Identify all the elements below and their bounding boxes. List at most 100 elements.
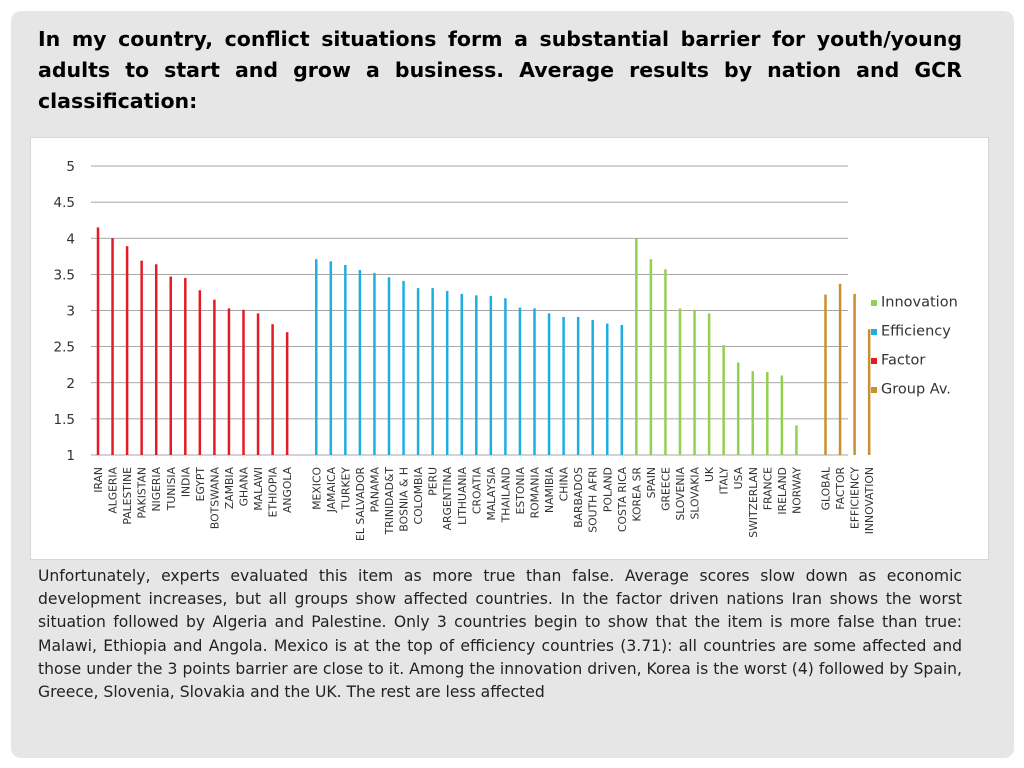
x-tick-label: MEXICO <box>310 467 323 510</box>
slide-title: In my country, conflict situations form … <box>38 27 962 113</box>
bar <box>111 238 114 455</box>
bar <box>664 269 667 455</box>
x-tick-label: SPAIN <box>645 467 658 498</box>
bar <box>242 309 245 455</box>
x-tick-label: IRAN <box>92 467 105 493</box>
legend-label: Efficiency <box>881 324 951 340</box>
x-tick-label: MALAWI <box>252 467 265 511</box>
bar <box>344 264 347 455</box>
x-tick-label: JAMAICA <box>325 466 338 513</box>
bar <box>256 313 260 455</box>
x-tick-label: COSTA RICA <box>616 466 629 532</box>
x-tick-label: PERU <box>427 467 440 496</box>
legend-swatch <box>871 300 877 306</box>
x-tick-label: LITHUANIA <box>456 466 469 524</box>
bar <box>547 313 551 455</box>
y-tick-label: 2 <box>66 376 75 392</box>
x-tick-label: EGYPT <box>194 467 207 502</box>
x-tick-label: EL SALVADOR <box>354 467 367 541</box>
bar <box>460 293 463 455</box>
x-tick-label: NIGERIA <box>150 466 163 511</box>
bar <box>751 371 754 455</box>
bar <box>576 317 580 455</box>
x-tick-label: UK <box>703 466 716 482</box>
legend-swatch <box>871 358 877 364</box>
x-tick-label: SOUTH AFRI <box>587 467 600 533</box>
bar <box>271 324 274 455</box>
x-tick-label: BOTSWANA <box>208 466 221 529</box>
body-text: Unfortunately, experts evaluated this it… <box>38 567 962 702</box>
bar <box>707 313 711 455</box>
bar <box>475 295 478 455</box>
legend-swatch <box>871 387 877 393</box>
x-tick-label: KOREA SR <box>630 467 643 522</box>
x-tick-label: NORWAY <box>790 467 803 514</box>
bar <box>591 319 594 455</box>
x-tick-label: SLOVENIA <box>674 466 687 520</box>
x-tick-label: MALAYSIA <box>485 466 498 520</box>
x-tick-label: ITALY <box>718 467 731 495</box>
bar-chart-svg: 1 1.5 2 2.5 3 3.5 4 4.5 5 IRAN ALGERIA PALESTINE PAK… <box>54 159 958 541</box>
bar <box>678 308 682 455</box>
legend-label: Factor <box>881 353 925 369</box>
y-tick-label: 3 <box>66 304 75 320</box>
x-tick-label: GHANA <box>238 466 251 506</box>
y-tick-label: 1 <box>66 448 75 464</box>
bar <box>227 308 231 455</box>
x-tick-label: IRELAND <box>776 467 789 515</box>
x-tick-label: ZAMBIA <box>223 466 236 509</box>
x-tick-label: NAMIBIA <box>543 466 556 513</box>
bar <box>518 307 522 455</box>
bar <box>649 259 653 455</box>
bar <box>198 290 202 455</box>
bar <box>838 283 842 455</box>
bar <box>504 298 507 455</box>
x-tick-label: TURKEY <box>339 467 352 511</box>
x-tick-label: CHINA <box>558 466 571 501</box>
x-tick-label: ROMANIA <box>529 466 542 518</box>
bar <box>154 264 158 455</box>
x-tick-label: GLOBAL <box>820 467 833 510</box>
x-tick-label: ETHIOPIA <box>267 466 280 517</box>
x-tick-label: FRANCE <box>761 467 774 510</box>
x-tick-label: USA <box>732 466 745 489</box>
bar <box>722 345 725 455</box>
y-tick-label: 4 <box>66 231 75 247</box>
bar <box>766 371 769 455</box>
bar-chart: 1 1.5 2 2.5 3 3.5 4 4.5 5 IRAN ALGERIA PALESTINE PAK… <box>30 137 989 560</box>
bar <box>620 324 624 455</box>
bar <box>387 277 391 455</box>
x-tick-label: INNOVATION <box>863 467 876 534</box>
y-tick-label: 4.5 <box>54 195 75 211</box>
bar <box>533 308 536 455</box>
y-tick-label: 5 <box>66 159 75 175</box>
bar <box>562 317 565 455</box>
x-tick-label: BARBADOS <box>572 467 585 528</box>
bar <box>693 309 696 455</box>
y-tick-label: 1.5 <box>54 412 75 428</box>
bar <box>416 288 420 455</box>
bar <box>431 288 434 455</box>
bar <box>358 270 362 455</box>
bar <box>213 299 216 455</box>
x-tick-label: CROATIA <box>470 466 483 514</box>
x-tick-label: ESTONIA <box>514 466 527 514</box>
x-tick-label: ANGOLA <box>281 466 294 513</box>
x-tick-label: SWITZERLAN <box>747 467 760 538</box>
bar <box>285 332 289 455</box>
x-tick-label: TRINIDAD&T <box>383 467 396 536</box>
bar <box>125 246 129 455</box>
x-tick-label: GREECE <box>659 467 672 511</box>
bar <box>184 277 187 455</box>
y-tick-label: 3.5 <box>54 267 75 283</box>
bar <box>445 290 449 455</box>
x-tick-label: INDIA <box>179 466 192 497</box>
bar <box>169 276 172 455</box>
bar <box>96 227 100 455</box>
x-tick-label: TUNISIA <box>165 466 178 511</box>
x-tick-label: PALESTINE <box>121 467 134 525</box>
bar <box>402 280 405 455</box>
bar <box>795 425 798 455</box>
bar <box>140 260 143 455</box>
bar <box>824 294 827 455</box>
